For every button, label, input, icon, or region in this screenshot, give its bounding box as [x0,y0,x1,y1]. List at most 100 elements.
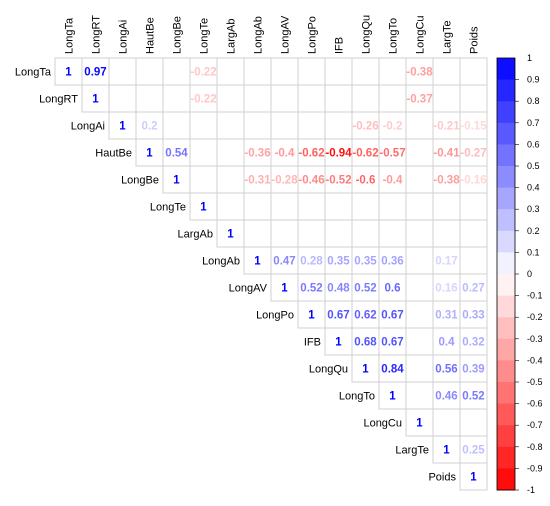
cell-value-label: 1 [335,337,342,349]
row-label: LongRT [39,94,78,106]
colorbar-tick-label: 0.2 [527,226,540,236]
grid-cell [405,57,434,86]
row-label: LongBe [121,175,159,187]
grid-cell [432,327,461,356]
colorbar-tick-label: -0.4 [527,355,543,365]
cell-value-label: -0.41 [433,148,460,160]
colorbar-bin [497,338,515,361]
cell-value-label: -0.6 [356,175,376,187]
cell-value-label: -0.26 [352,121,378,133]
cell-value-label: -0.4 [383,175,403,187]
grid-cell [189,138,218,167]
grid-cell [432,435,461,464]
grid-cell [378,57,407,86]
column-label: LongCu [415,15,427,54]
row-label: LongCu [363,418,402,430]
grid-cell [405,111,434,140]
colorbar-tick-label: -0.5 [527,377,543,387]
grid-cell [216,57,245,86]
cell-value-label: 1 [362,364,369,376]
grid-cell [297,300,326,329]
colorbar-tick-label: -0.7 [527,420,543,430]
grid-cell [459,192,488,221]
colorbar-tick-label: -0.1 [527,291,543,301]
row-label: LongTe [150,202,186,214]
grid-cell [405,381,434,410]
column-label: LongTe [199,18,211,54]
cell-value-label: 0.28 [300,256,323,268]
grid-cell [351,219,380,248]
cell-value-label: -0.46 [298,175,324,187]
grid-cell [135,138,164,167]
cell-value-label: -0.16 [460,175,486,187]
cell-value-label: 0.31 [435,310,458,322]
column-label: LongTa [64,17,76,54]
grid-cell [405,138,434,167]
row-labels: LongTa LongRT LongAi HautBe LongBe LongTe Larg… [15,67,457,484]
grid-cell [162,84,191,113]
grid-cell [324,192,353,221]
grid-cell [378,192,407,221]
cell-value-label: 1 [65,67,72,79]
colorbar-bin [497,79,515,102]
cell-value-label: 1 [173,175,180,187]
colorbar-tick-label: 0.7 [527,118,540,128]
grid-cell [351,246,380,275]
grid-cell [432,219,461,248]
cell-value-label: 0.52 [300,283,322,295]
grid-cell [189,165,218,194]
cell-value-label: 0.48 [327,283,350,295]
grid-cell [270,192,299,221]
colorbar-bin [497,382,515,405]
cell-value-label: -0.38 [433,175,460,187]
grid-cell [189,57,218,86]
cell-value-label: -0.94 [325,148,352,160]
colorbar-bin [497,446,515,469]
cell-value-label: -0.27 [460,148,486,160]
colorbar-tick-label: -0.9 [527,463,543,473]
cell-value-label: 1 [119,121,126,133]
column-label: IFB [334,37,346,54]
grid-cell [243,219,272,248]
colorbar-bin [497,209,515,232]
column-label: HautBe [145,17,157,54]
row-label: LongTo [339,391,375,403]
cell-value-label: 0.39 [462,364,484,376]
cell-value-label: 1 [308,310,315,322]
row-label: LargAb [178,229,213,241]
colorbar-tick-label: 0.8 [527,96,540,106]
grid-cell [459,300,488,329]
cell-value-label: 0.84 [381,364,404,376]
grid-cell [297,111,326,140]
cell-value-label: -0.62 [352,148,378,160]
cell-value-label: 0.2 [142,121,158,133]
grid-cell [378,219,407,248]
cell-value-label: 1 [200,202,207,214]
column-label: LongBe [172,16,184,54]
grid-cell [108,84,137,113]
colorbar-tick-label: 0.1 [527,247,540,257]
cell-value-label: -0.28 [271,175,298,187]
cell-value-label: 0.62 [354,310,376,322]
grid-cell [324,219,353,248]
row-label: LongPo [256,310,294,322]
row-label: LargTe [395,445,429,457]
row-label: LongAi [71,121,105,133]
colorbar-tick-label: 0.5 [527,161,540,171]
grid-cell [459,435,488,464]
grid-cell [378,300,407,329]
cell-value-label: 0.33 [462,310,484,322]
grid-cell [189,84,218,113]
cell-value-label: 0.16 [435,283,457,295]
grid-cell [405,408,434,437]
grid-cell [162,57,191,86]
row-label: LongQu [309,364,348,376]
cell-value-label: -0.4 [275,148,295,160]
grid-cell [297,219,326,248]
cell-value-label: 0.68 [354,337,377,349]
cell-value-label: 0.46 [435,391,457,403]
grid-cell [459,408,488,437]
grid-cell [378,381,407,410]
colorbar-tick-label: 1 [527,53,532,63]
grid-cell [459,165,488,194]
